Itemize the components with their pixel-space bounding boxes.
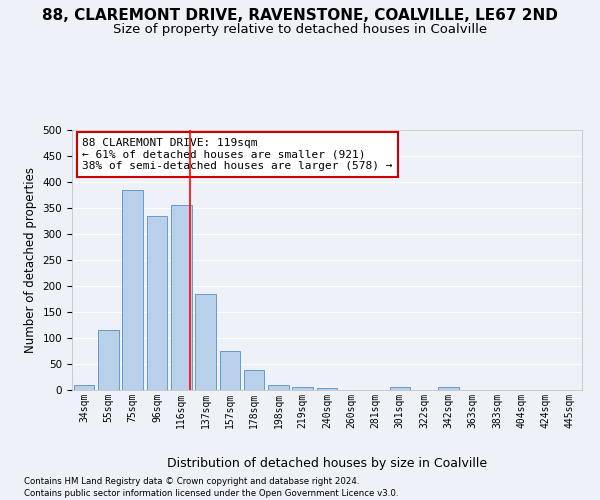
Bar [220,351,240,390]
Bar [74,385,94,390]
Bar [389,388,410,390]
Bar [438,388,459,390]
Bar [195,294,216,390]
Bar [98,330,119,390]
Bar [317,388,337,390]
Text: 88, CLAREMONT DRIVE, RAVENSTONE, COALVILLE, LE67 2ND: 88, CLAREMONT DRIVE, RAVENSTONE, COALVIL… [42,8,558,22]
Text: Distribution of detached houses by size in Coalville: Distribution of detached houses by size … [167,458,487,470]
Bar [292,387,313,390]
Bar [268,385,289,390]
Text: Size of property relative to detached houses in Coalville: Size of property relative to detached ho… [113,22,487,36]
Bar [244,370,265,390]
Y-axis label: Number of detached properties: Number of detached properties [24,167,37,353]
Text: Contains HM Land Registry data © Crown copyright and database right 2024.: Contains HM Land Registry data © Crown c… [24,478,359,486]
Text: 88 CLAREMONT DRIVE: 119sqm
← 61% of detached houses are smaller (921)
38% of sem: 88 CLAREMONT DRIVE: 119sqm ← 61% of deta… [82,138,392,171]
Text: Contains public sector information licensed under the Open Government Licence v3: Contains public sector information licen… [24,489,398,498]
Bar [146,216,167,390]
Bar [171,206,191,390]
Bar [122,190,143,390]
